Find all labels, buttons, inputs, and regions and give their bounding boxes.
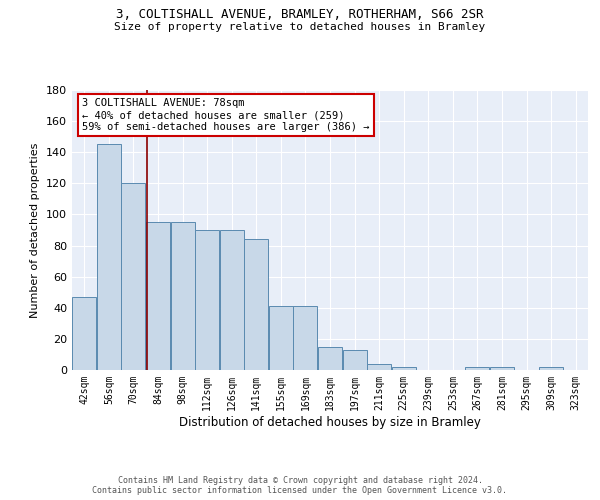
- Bar: [220, 230, 244, 370]
- Bar: [146, 222, 170, 370]
- Bar: [269, 306, 293, 370]
- Bar: [121, 184, 145, 370]
- Text: 3, COLTISHALL AVENUE, BRAMLEY, ROTHERHAM, S66 2SR: 3, COLTISHALL AVENUE, BRAMLEY, ROTHERHAM…: [116, 8, 484, 20]
- Bar: [343, 350, 367, 370]
- Bar: [170, 222, 194, 370]
- Bar: [293, 306, 317, 370]
- Y-axis label: Number of detached properties: Number of detached properties: [31, 142, 40, 318]
- Bar: [72, 297, 97, 370]
- Bar: [392, 367, 416, 370]
- X-axis label: Distribution of detached houses by size in Bramley: Distribution of detached houses by size …: [179, 416, 481, 428]
- Text: 3 COLTISHALL AVENUE: 78sqm
← 40% of detached houses are smaller (259)
59% of sem: 3 COLTISHALL AVENUE: 78sqm ← 40% of deta…: [82, 98, 370, 132]
- Bar: [466, 367, 490, 370]
- Bar: [244, 240, 268, 370]
- Bar: [195, 230, 219, 370]
- Text: Size of property relative to detached houses in Bramley: Size of property relative to detached ho…: [115, 22, 485, 32]
- Bar: [539, 367, 563, 370]
- Bar: [490, 367, 514, 370]
- Bar: [97, 144, 121, 370]
- Text: Contains HM Land Registry data © Crown copyright and database right 2024.
Contai: Contains HM Land Registry data © Crown c…: [92, 476, 508, 495]
- Bar: [367, 364, 391, 370]
- Bar: [318, 346, 342, 370]
